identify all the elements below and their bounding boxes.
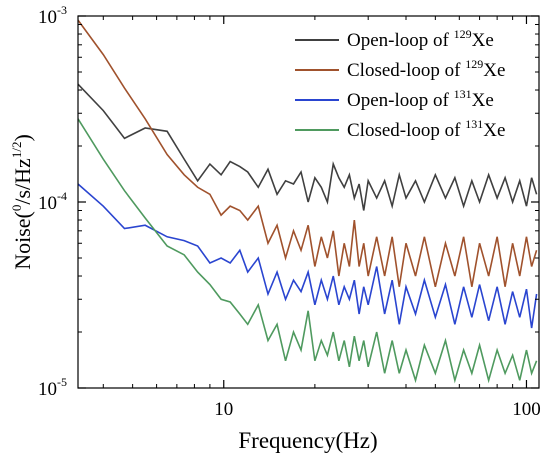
legend: Open-loop of 129Xe Closed-loop of 129Xe Op… <box>295 27 505 141</box>
y-axis-label: Noise(0/s/Hz1/2) <box>9 134 35 270</box>
y-tick-label: 10-4 <box>38 189 67 214</box>
x-tick-label: 100 <box>512 399 541 420</box>
series-line-3 <box>77 183 538 329</box>
legend-label-1: Open-loop of 129Xe <box>347 27 494 51</box>
y-tick-label: 10-3 <box>38 3 67 28</box>
legend-label-2: Closed-loop of 129Xe <box>347 57 505 81</box>
series-line-2 <box>77 19 538 287</box>
series-line-1 <box>77 83 538 211</box>
x-tick-label: 10 <box>214 399 233 420</box>
legend-label-3: Open-loop of 131Xe <box>347 87 494 111</box>
series-line-4 <box>77 118 538 384</box>
series-layer <box>77 19 538 384</box>
y-tick-label: 10-5 <box>38 375 67 400</box>
x-axis-label: Frequency(Hz) <box>238 428 377 453</box>
legend-label-4: Closed-loop of 131Xe <box>347 117 505 141</box>
tick-layer: 10 100 10-3 10-4 10-5 <box>38 3 541 420</box>
